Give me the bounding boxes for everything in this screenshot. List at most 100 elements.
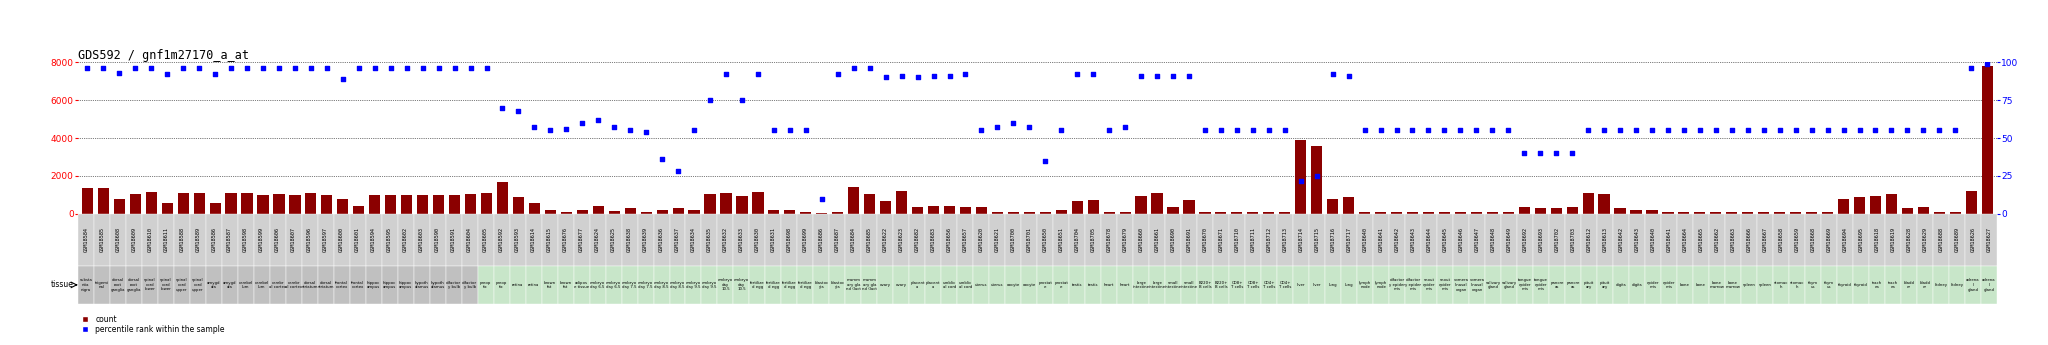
Bar: [625, 208, 635, 214]
Bar: [1726, 212, 1737, 214]
Point: [231, 66, 264, 71]
Text: GSM18591: GSM18591: [451, 227, 457, 253]
Text: GSM18587: GSM18587: [227, 227, 231, 253]
Text: hippoc
ampus: hippoc ampus: [367, 280, 381, 289]
Point: [1651, 128, 1683, 133]
Point: [1780, 128, 1812, 133]
Bar: [1823, 212, 1833, 214]
Text: GSM18682: GSM18682: [915, 227, 920, 253]
Text: bone: bone: [1679, 283, 1690, 287]
Bar: [752, 192, 764, 214]
Point: [631, 129, 664, 135]
Text: embryo
day 8.5: embryo day 8.5: [653, 280, 670, 289]
Text: GSM18637: GSM18637: [676, 227, 680, 253]
Point: [102, 70, 135, 76]
Text: GSM18679: GSM18679: [1122, 227, 1128, 253]
Text: GSM18642: GSM18642: [1618, 227, 1624, 253]
Point: [422, 66, 455, 71]
Text: kidney: kidney: [1950, 283, 1964, 287]
Bar: [1200, 212, 1210, 214]
Text: GSM18668: GSM18668: [1810, 227, 1815, 253]
Bar: [1774, 212, 1786, 214]
Bar: [721, 193, 731, 214]
Text: bladd
er: bladd er: [1903, 280, 1915, 289]
Point: [1061, 71, 1094, 77]
Bar: [1454, 212, 1466, 214]
Point: [918, 73, 950, 79]
Bar: [162, 203, 172, 214]
Bar: [1024, 212, 1034, 214]
Text: frontal
cortex: frontal cortex: [352, 280, 365, 289]
Text: GSM18703: GSM18703: [1571, 227, 1575, 253]
Text: ovary: ovary: [895, 283, 907, 287]
Bar: [1630, 210, 1642, 214]
Text: oocyte: oocyte: [1022, 283, 1036, 287]
Bar: [561, 212, 571, 214]
Bar: [801, 212, 811, 214]
Bar: [578, 210, 588, 214]
Bar: [1757, 212, 1769, 214]
Text: GSM18645: GSM18645: [1442, 227, 1448, 253]
Point: [1683, 128, 1716, 133]
Point: [694, 97, 727, 103]
Point: [965, 128, 997, 133]
Bar: [385, 195, 397, 214]
Point: [1907, 128, 1939, 133]
Point: [1253, 128, 1286, 133]
Text: lung: lung: [1329, 283, 1337, 287]
Text: cerebr
al cortex: cerebr al cortex: [285, 280, 303, 289]
Bar: [178, 193, 188, 214]
Text: GSM18634: GSM18634: [690, 227, 696, 253]
Point: [391, 66, 424, 71]
Text: GSM18716: GSM18716: [1331, 227, 1335, 253]
Bar: [1694, 212, 1706, 214]
Text: GSM18657: GSM18657: [963, 227, 969, 253]
Text: GSM18692: GSM18692: [1522, 227, 1528, 253]
Text: GSM18666: GSM18666: [1747, 227, 1751, 253]
Text: retina: retina: [512, 283, 524, 287]
Text: GSM18598: GSM18598: [244, 227, 248, 253]
Text: GSM18643: GSM18643: [1634, 227, 1640, 253]
Text: fertilize
d egg: fertilize d egg: [782, 280, 797, 289]
Point: [1620, 128, 1653, 133]
Text: GSM18678: GSM18678: [1106, 227, 1112, 253]
Bar: [831, 212, 844, 214]
Text: large
intestine: large intestine: [1133, 280, 1149, 289]
Point: [1284, 178, 1317, 183]
Text: GDS592 / gnf1m27170_a_at: GDS592 / gnf1m27170_a_at: [78, 49, 248, 62]
Bar: [432, 195, 444, 214]
Text: trigemi
nal: trigemi nal: [94, 280, 109, 289]
Text: GSM18626: GSM18626: [1970, 227, 1976, 253]
Point: [997, 120, 1030, 126]
Text: tongue
epider
mis: tongue epider mis: [1518, 278, 1532, 292]
Point: [1397, 128, 1430, 133]
Text: GSM18606: GSM18606: [274, 227, 281, 253]
Text: CD8+
T cells: CD8+ T cells: [1247, 280, 1260, 289]
Bar: [1167, 207, 1178, 214]
Text: GSM18695: GSM18695: [1858, 227, 1864, 253]
Text: snout
epider
mis: snout epider mis: [1423, 278, 1436, 292]
Text: GSM18644: GSM18644: [1427, 227, 1432, 253]
Bar: [1950, 212, 1960, 214]
Text: stomac
h: stomac h: [1790, 280, 1804, 289]
Text: pituit
ary: pituit ary: [1583, 280, 1593, 289]
Bar: [784, 210, 795, 214]
Point: [1556, 150, 1589, 156]
Text: GSM18647: GSM18647: [1475, 227, 1479, 253]
Point: [1364, 128, 1397, 133]
Text: GSM18650: GSM18650: [1042, 227, 1049, 253]
Point: [598, 125, 631, 130]
Bar: [672, 208, 684, 214]
Point: [1028, 158, 1061, 164]
Text: GSM18608: GSM18608: [115, 227, 121, 253]
Bar: [1886, 194, 1896, 214]
Bar: [1503, 212, 1513, 214]
Text: hippoc
ampus: hippoc ampus: [399, 280, 412, 289]
Bar: [322, 195, 332, 214]
Text: cerebel
lum: cerebel lum: [238, 280, 252, 289]
Point: [215, 66, 248, 71]
Text: GSM18660: GSM18660: [1139, 227, 1143, 253]
Text: fertilize
d egg: fertilize d egg: [750, 280, 764, 289]
Text: B220+
B cells: B220+ B cells: [1198, 280, 1212, 289]
Text: GSM18615: GSM18615: [547, 227, 553, 253]
